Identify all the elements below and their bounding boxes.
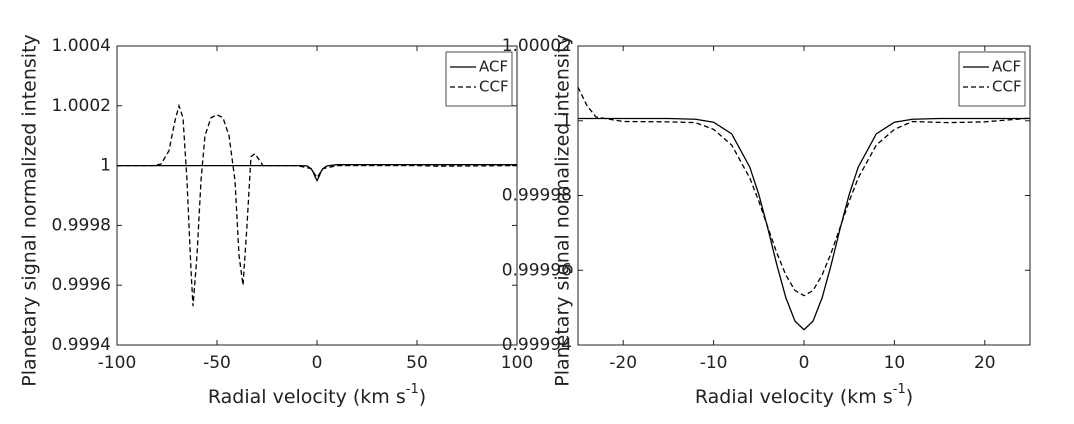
legend-label: ACF	[479, 58, 508, 76]
data-line	[117, 164, 517, 182]
x-tick-label: 0	[312, 353, 323, 373]
x-tick-label: 100	[501, 353, 533, 373]
x-axis-label-superscript: -1	[406, 382, 419, 397]
x-tick-label: -100	[98, 353, 137, 373]
legend-box	[958, 51, 1026, 107]
x-tick-label: 50	[406, 353, 428, 373]
y-tick-label: 1	[100, 156, 111, 176]
y-tick-label: 0.9994	[52, 335, 111, 355]
x-axis-label-text: Radial velocity (km s	[208, 386, 406, 408]
plot-frame	[577, 45, 1031, 346]
legend-label: CCF	[479, 78, 509, 96]
y-tick-label: 0.99998	[502, 186, 572, 206]
y-tick-label: 1.00002	[502, 36, 572, 56]
data-line	[578, 117, 1030, 331]
x-tick-label: -20	[609, 353, 637, 373]
y-tick-label: 1	[561, 111, 572, 131]
x-tick-label: -10	[700, 353, 728, 373]
y-tick-label: 0.99996	[502, 260, 572, 280]
y-tick-label: 0.9998	[52, 215, 111, 235]
y-tick-label: 1.0004	[52, 36, 111, 56]
y-tick-label: 0.9996	[52, 275, 111, 295]
x-axis-label-suffix: )	[419, 386, 426, 408]
legend-label: CCF	[992, 78, 1022, 96]
x-axis-label: Radial velocity (km s-1)	[695, 382, 913, 408]
x-tick-label: 20	[974, 353, 996, 373]
x-axis-label-text: Radial velocity (km s	[695, 386, 893, 408]
y-axis-label: Planetary signal normalized intensity	[19, 34, 41, 387]
data-line	[117, 103, 517, 307]
x-axis-label: Radial velocity (km s-1)	[208, 382, 426, 408]
x-axis-label-suffix: )	[906, 386, 913, 408]
legend-label: ACF	[992, 58, 1021, 76]
data-line	[578, 86, 1030, 297]
y-tick-label: 1.0002	[52, 96, 111, 116]
x-tick-label: 10	[884, 353, 906, 373]
x-tick-label: 0	[799, 353, 810, 373]
x-axis-label-superscript: -1	[893, 382, 906, 397]
x-tick-label: -50	[203, 353, 231, 373]
plot-frame	[116, 45, 518, 346]
y-tick-label: 0.99994	[502, 335, 572, 355]
legend-box	[445, 51, 513, 107]
y-axis-label: Planetary signal normalized intensity	[552, 34, 574, 387]
